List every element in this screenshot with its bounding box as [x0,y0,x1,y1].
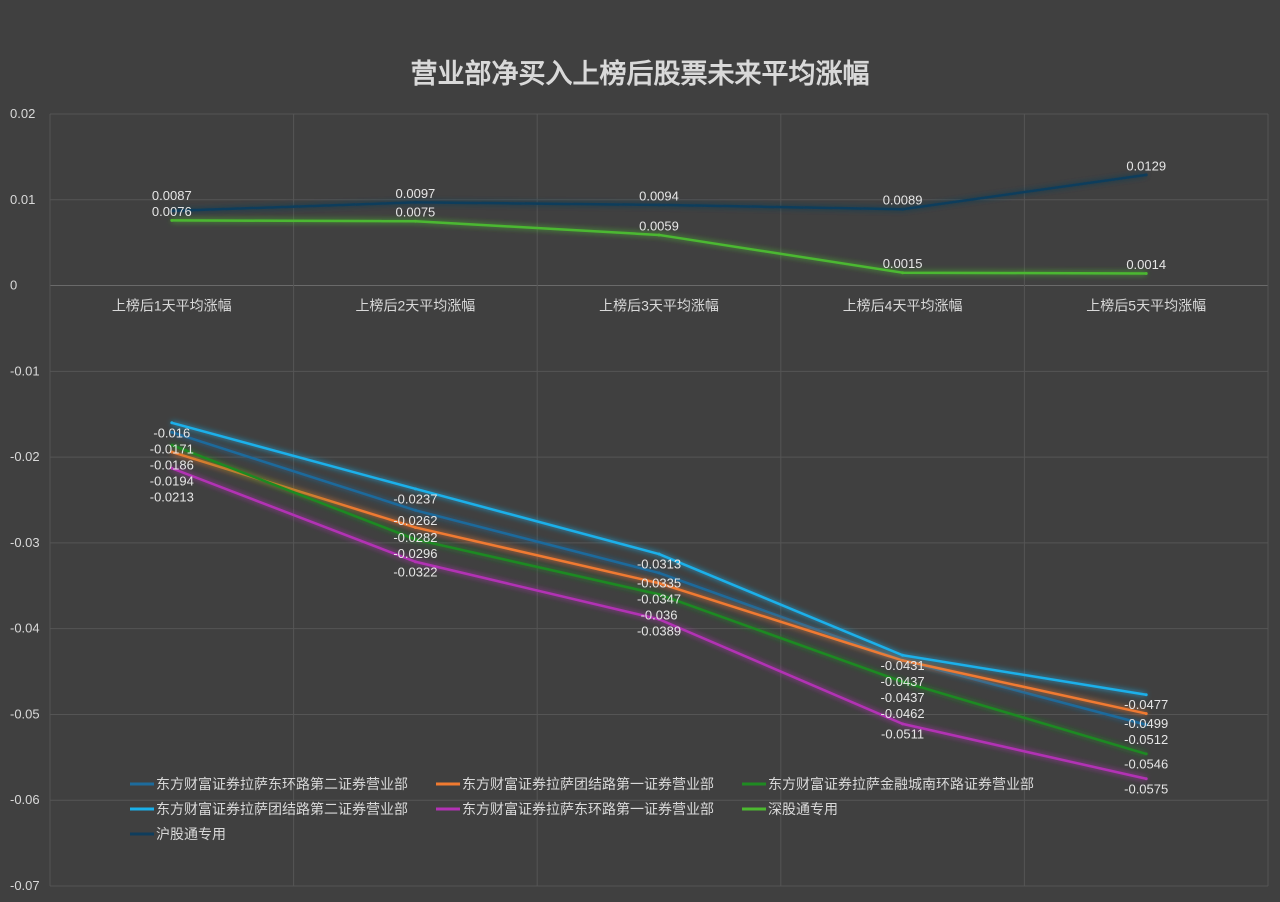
data-point [1144,173,1148,177]
chart-title: 营业部净买入上榜后股票未来平均涨幅 [410,59,870,90]
data-label: -0.016 [153,425,190,440]
data-label: -0.0296 [393,546,437,561]
data-point [170,450,174,454]
data-label: -0.0499 [1124,716,1168,731]
data-label: -0.0335 [637,575,681,590]
data-label: -0.036 [641,607,678,622]
legend-label: 东方财富证券拉萨东环路第一证券营业部 [462,801,714,817]
x-tick-label: 上榜后3天平均涨幅 [599,298,719,314]
data-point [657,592,661,596]
legend-label: 深股通专用 [768,801,838,817]
data-label: -0.0237 [393,491,437,506]
data-label: -0.0262 [393,513,437,528]
data-label: -0.0389 [637,623,681,638]
data-label: 0.0015 [883,256,923,271]
y-tick-label: -0.04 [10,621,40,636]
data-point [1144,777,1148,781]
data-point [901,722,905,726]
data-point [413,525,417,529]
data-point [413,200,417,204]
data-label: 0.0089 [883,193,923,208]
data-label: -0.0171 [150,441,194,456]
data-point [901,680,905,684]
data-point [901,271,905,275]
data-point [657,581,661,585]
legend-label: 东方财富证券拉萨团结路第一证券营业部 [462,776,714,792]
data-label: 0.0087 [152,188,192,203]
y-tick-label: 0.02 [10,106,35,121]
data-point [170,209,174,213]
data-point [1144,712,1148,716]
data-point [170,430,174,434]
data-label: 0.0075 [396,205,436,220]
data-point [413,560,417,564]
data-label: -0.0511 [881,726,924,741]
data-point [657,571,661,575]
data-point [657,203,661,207]
data-label: -0.0477 [1124,697,1168,712]
data-point [170,466,174,470]
data-label: 0.0129 [1126,158,1166,173]
y-tick-label: -0.02 [10,449,40,464]
y-tick-label: 0 [10,278,17,293]
data-label: -0.0194 [150,473,194,488]
data-point [1144,272,1148,276]
data-point [170,443,174,447]
data-label: -0.0347 [637,591,681,606]
data-label: -0.0437 [881,690,925,705]
data-label: -0.0213 [150,489,194,504]
data-label: -0.0437 [881,674,925,689]
data-label: 0.0076 [152,204,192,219]
legend-label: 东方财富证券拉萨东环路第二证券营业部 [156,776,408,792]
data-label: -0.0575 [1124,781,1168,796]
data-point [901,653,905,657]
data-label: 0.0059 [639,218,679,233]
data-point [170,421,174,425]
data-point [657,233,661,237]
data-point [901,658,905,662]
x-tick-label: 上榜后5天平均涨幅 [1086,298,1206,314]
data-label: -0.0431 [881,658,925,673]
data-label: -0.0512 [1124,732,1168,747]
data-point [413,219,417,223]
data-label: 0.0097 [396,186,436,201]
data-label: -0.0186 [150,457,194,472]
x-tick-label: 上榜后4天平均涨幅 [843,298,963,314]
legend-label: 东方财富证券拉萨团结路第二证券营业部 [156,801,408,817]
data-label: -0.0462 [881,706,925,721]
data-label: -0.0322 [393,564,437,579]
data-point [1144,723,1148,727]
data-point [413,537,417,541]
data-label: 0.0094 [639,188,679,203]
x-tick-label: 上榜后2天平均涨幅 [356,298,476,314]
data-point [413,508,417,512]
legend-label: 东方财富证券拉萨金融城南环路证券营业部 [768,776,1034,792]
x-tick-label: 上榜后1天平均涨幅 [112,298,232,314]
y-tick-label: -0.03 [10,535,40,550]
data-point [1144,752,1148,756]
data-point [657,552,661,556]
legend-label: 沪股通专用 [156,826,226,842]
data-point [901,207,905,211]
data-label: -0.0282 [393,530,437,545]
data-point [1144,693,1148,697]
data-point [170,218,174,222]
y-tick-label: 0.01 [10,192,35,207]
data-point [657,617,661,621]
data-point [413,487,417,491]
y-tick-label: -0.07 [10,878,40,893]
y-tick-label: -0.01 [10,363,40,378]
data-label: -0.0313 [637,557,681,572]
y-tick-label: -0.06 [10,792,40,807]
data-label: 0.0014 [1126,257,1166,272]
y-tick-label: -0.05 [10,706,40,721]
data-label: -0.0546 [1124,756,1168,771]
